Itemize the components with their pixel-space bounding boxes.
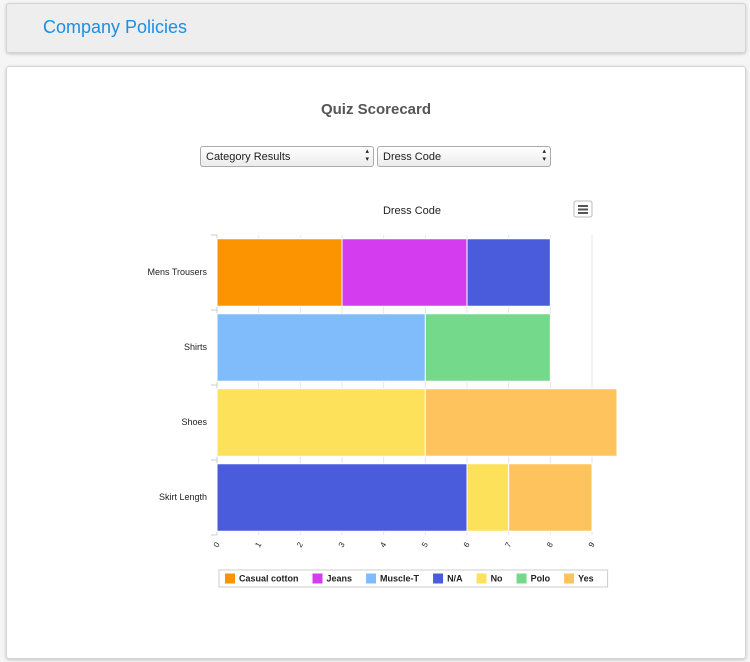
- x-tick-label: 5: [420, 540, 430, 549]
- legend-label: Polo: [531, 573, 551, 583]
- y-tick-label: Mens Trousers: [147, 267, 207, 277]
- bar-segment: [424, 388, 618, 457]
- bar-segment: [216, 313, 426, 382]
- x-tick-label: 2: [295, 540, 305, 549]
- legend-label: No: [491, 573, 503, 583]
- x-tick-label: 6: [462, 540, 472, 549]
- x-tick-label: 0: [212, 540, 222, 549]
- legend-swatch: [564, 573, 575, 584]
- bar-segment: [216, 238, 343, 307]
- x-tick-label: 4: [378, 540, 388, 549]
- legend-label: Casual cotton: [239, 573, 299, 583]
- x-tick-label: 3: [337, 540, 347, 549]
- header: Company Policies: [6, 3, 746, 53]
- legend-label: Muscle-T: [380, 573, 420, 583]
- y-tick-label: Skirt Length: [159, 492, 207, 502]
- legend-label: Yes: [578, 573, 594, 583]
- bar-segment: [216, 463, 468, 532]
- card: Quiz Scorecard: [6, 66, 746, 659]
- legend-label: N/A: [447, 573, 463, 583]
- bar-segment: [508, 463, 593, 532]
- x-tick-label: 7: [503, 540, 513, 549]
- chart-title: Dress Code: [383, 205, 441, 217]
- legend-swatch: [225, 573, 235, 584]
- bar-segment: [466, 238, 551, 307]
- x-tick-label: 1: [253, 540, 263, 549]
- header-title[interactable]: Company Policies: [43, 17, 188, 37]
- bar-segment: [341, 238, 468, 307]
- x-tick-label: 8: [545, 540, 555, 549]
- bar-segment: [424, 313, 551, 382]
- legend-swatch: [476, 573, 487, 584]
- category-select[interactable]: Category Results: [200, 146, 374, 167]
- legend-label: Jeans: [327, 573, 353, 583]
- topic-select[interactable]: Dress Code: [377, 146, 551, 167]
- legend-swatch: [433, 573, 444, 584]
- legend-swatch: [516, 573, 527, 584]
- y-tick-label: Shirts: [184, 342, 208, 352]
- menu-button[interactable]: [573, 200, 593, 218]
- legend-swatch: [366, 573, 377, 584]
- card-title: Quiz Scorecard: [320, 101, 432, 118]
- bar-segment: [466, 463, 510, 532]
- y-tick-label: Shoes: [181, 417, 207, 427]
- bar-segment: [216, 388, 426, 457]
- x-tick-label: 9: [587, 540, 597, 549]
- legend-swatch: [312, 573, 323, 584]
- legend: Casual cotton Jeans Muscle-T N/A No Polo Yes: [218, 569, 609, 588]
